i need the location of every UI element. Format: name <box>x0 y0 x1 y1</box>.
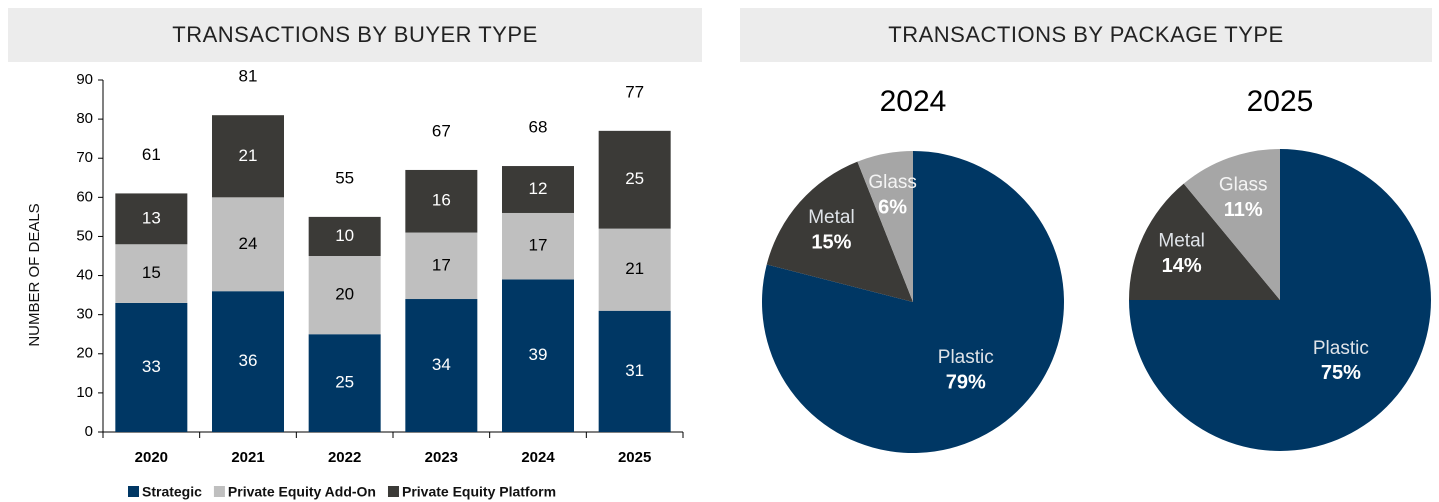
data-label: 21 <box>625 259 644 278</box>
header-band <box>8 8 702 62</box>
y-tick-label: 80 <box>76 110 93 127</box>
y-tick-label: 10 <box>76 384 93 401</box>
bar-segment <box>502 279 574 432</box>
x-tick-label: 2021 <box>231 449 264 466</box>
section-title: TRANSACTIONS BY PACKAGE TYPE <box>888 22 1283 47</box>
pie-slice <box>1129 183 1280 300</box>
total-label: 68 <box>529 118 548 137</box>
data-label: 10 <box>335 226 354 245</box>
data-label: 34 <box>432 355 451 374</box>
bar-segment <box>405 232 478 300</box>
slice-value: 15% <box>811 231 851 253</box>
legend-swatch <box>128 486 139 497</box>
x-tick-label: 2023 <box>425 449 458 466</box>
data-label: 13 <box>142 208 161 227</box>
bar-segment <box>598 130 671 229</box>
bar-segment <box>212 291 284 432</box>
x-tick-label: 2020 <box>135 449 168 466</box>
slice-name: Plastic <box>938 347 994 368</box>
data-label: 24 <box>239 234 258 253</box>
slice-name: Glass <box>868 172 917 193</box>
header-band <box>740 8 1432 62</box>
data-label: 25 <box>335 373 354 392</box>
bar-segment <box>115 244 188 303</box>
slice-name: Plastic <box>1313 338 1369 359</box>
slice-value: 75% <box>1321 362 1361 384</box>
legend-swatch <box>213 486 225 497</box>
slice-value: 14% <box>1162 255 1202 277</box>
legend-label: Private Equity Add-On <box>228 484 376 500</box>
y-tick-label: 60 <box>76 188 93 205</box>
bar-segment <box>405 299 478 432</box>
y-tick-label: 20 <box>76 345 93 362</box>
y-tick-label: 40 <box>76 267 93 284</box>
bar-segment <box>405 169 478 233</box>
y-axis-title: NUMBER OF DEALS <box>26 203 43 346</box>
bar-segment <box>308 256 381 335</box>
pie-slice <box>857 151 913 302</box>
slice-value: 6% <box>878 196 907 218</box>
bar-segment <box>502 166 574 213</box>
data-label: 16 <box>432 191 451 210</box>
bar-segment <box>212 197 284 292</box>
x-tick-label: 2022 <box>328 449 361 466</box>
bar-segment <box>598 310 671 432</box>
data-label: 39 <box>529 345 548 364</box>
bar-segment <box>115 193 188 245</box>
legend-label: Private Equity Platform <box>402 484 556 500</box>
data-label: 25 <box>625 169 644 188</box>
data-label: 33 <box>142 357 161 376</box>
y-tick-label: 0 <box>85 423 93 440</box>
pie-title: 2024 <box>880 85 947 118</box>
pie-slice <box>1183 149 1280 300</box>
pie-slice <box>766 161 913 302</box>
x-tick-label: 2025 <box>618 449 651 466</box>
slice-name: Metal <box>1158 231 1204 252</box>
total-label: 81 <box>239 67 258 86</box>
y-tick-label: 70 <box>76 149 93 166</box>
slice-name: Metal <box>808 207 854 228</box>
section-title: TRANSACTIONS BY BUYER TYPE <box>172 22 538 47</box>
data-label: 31 <box>625 361 644 380</box>
slice-name: Glass <box>1219 175 1268 196</box>
total-label: 55 <box>335 168 354 187</box>
slice-value: 79% <box>946 371 986 393</box>
total-label: 61 <box>142 145 161 164</box>
data-label: 36 <box>239 351 258 370</box>
bar-segment <box>308 216 381 256</box>
x-tick-label: 2024 <box>521 449 555 466</box>
data-label: 17 <box>432 255 451 274</box>
data-label: 21 <box>239 146 258 165</box>
data-label: 17 <box>529 236 548 255</box>
bar-segment <box>212 115 284 198</box>
y-tick-label: 90 <box>76 71 93 88</box>
bar-segment <box>502 212 574 280</box>
legend-swatch <box>387 486 399 497</box>
data-label: 15 <box>142 263 161 282</box>
slice-value: 11% <box>1224 199 1263 221</box>
bar-segment <box>598 228 671 311</box>
data-label: 20 <box>335 285 354 304</box>
data-label: 12 <box>529 179 548 198</box>
pie-title: 2025 <box>1247 85 1314 118</box>
legend-label: Strategic <box>142 484 202 500</box>
total-label: 77 <box>625 82 644 101</box>
total-label: 67 <box>432 121 451 140</box>
y-tick-label: 30 <box>76 306 93 323</box>
y-tick-label: 50 <box>76 227 93 244</box>
bar-segment <box>308 334 381 432</box>
bar-segment <box>115 302 188 432</box>
